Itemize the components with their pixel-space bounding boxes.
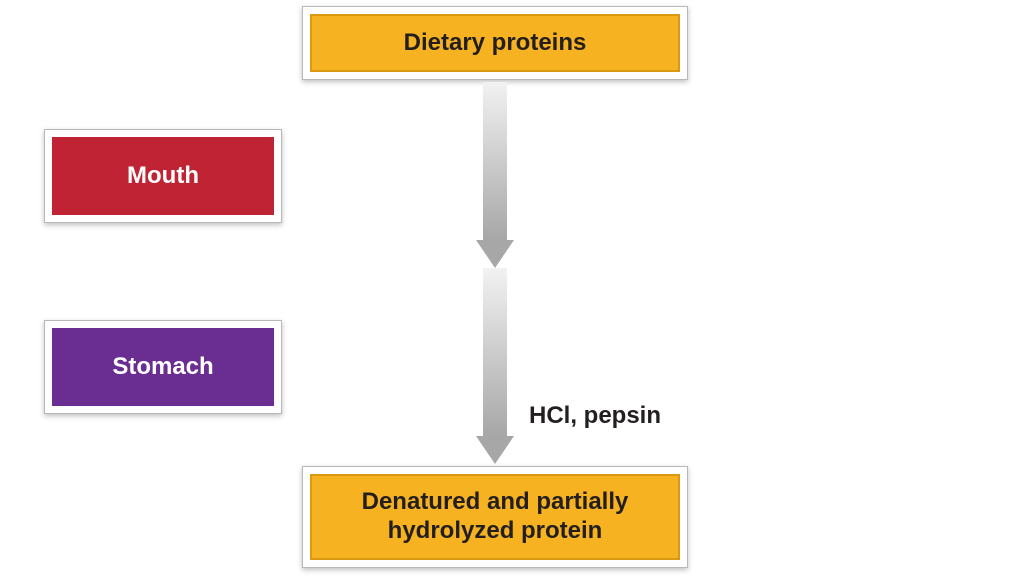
arrow-mid-to-bottom xyxy=(476,268,514,464)
node-stomach: Stomach xyxy=(44,320,282,414)
node-dietary-proteins-inner: Dietary proteins xyxy=(310,14,680,72)
diagram-canvas: Dietary proteins Mouth xyxy=(0,0,1024,586)
node-denatured-protein: Denatured and partially hydrolyzed prote… xyxy=(302,466,688,568)
node-dietary-proteins: Dietary proteins xyxy=(302,6,688,80)
node-mouth-inner: Mouth xyxy=(52,137,274,215)
node-dietary-proteins-label: Dietary proteins xyxy=(404,29,587,57)
node-mouth-label: Mouth xyxy=(127,162,199,190)
node-stomach-label: Stomach xyxy=(112,353,213,381)
node-denatured-protein-inner: Denatured and partially hydrolyzed prote… xyxy=(310,474,680,560)
label-hcl-pepsin-text: HCl, pepsin xyxy=(529,402,661,429)
node-denatured-protein-label: Denatured and partially hydrolyzed prote… xyxy=(330,488,660,546)
label-hcl-pepsin: HCl, pepsin xyxy=(529,402,661,430)
node-stomach-inner: Stomach xyxy=(52,328,274,406)
node-mouth: Mouth xyxy=(44,129,282,223)
arrow-top-to-mid xyxy=(476,82,514,268)
